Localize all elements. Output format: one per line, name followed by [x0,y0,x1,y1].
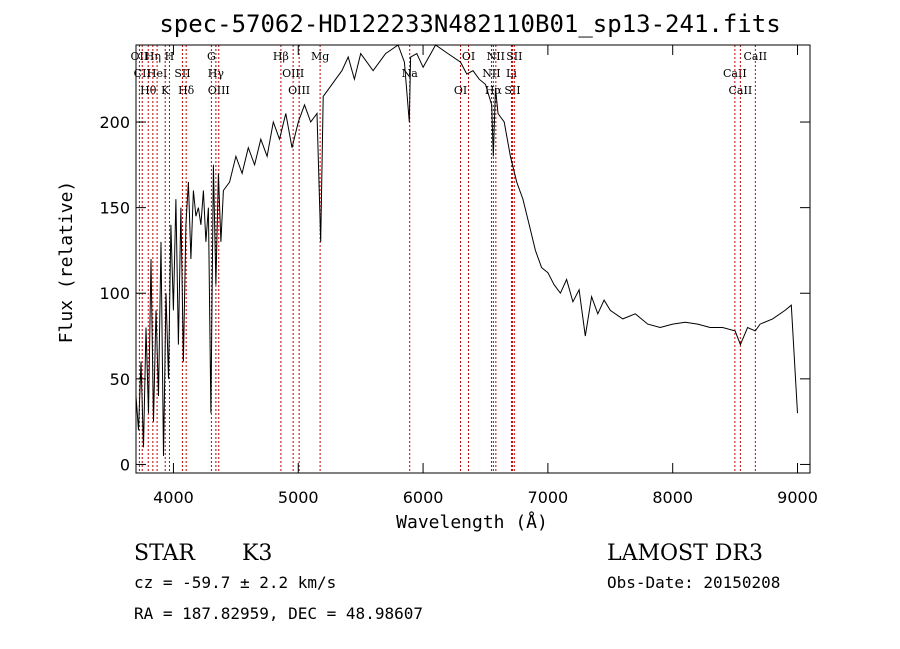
line-marker-label: OII [131,50,149,63]
plot-area: OII CII Hθ Hη HeI K H SII Hδ G Hγ OIII Hβ OIII OIII Mg N… [99,44,818,507]
line-marker-label: HeI [147,67,167,80]
x-axis-label: Wavelength (Å) [396,511,548,533]
spectrum-series-line [135,44,798,456]
y-tick-label: 150 [99,199,130,218]
redshift-velocity: cz = -59.7 ± 2.2 km/s [134,573,336,592]
y-tick-label: 100 [99,284,130,303]
line-marker-label: SII [506,50,522,63]
y-tick-label: 50 [110,370,130,389]
line-marker-label: CaII [729,84,753,97]
line-marker-label: CII [134,67,151,80]
line-marker-label: OI [462,50,475,63]
line-marker-label: Hα [485,84,503,97]
object-class: STAR [134,541,196,566]
y-tick-label: 200 [99,113,130,132]
line-marker-label: NII [482,67,500,80]
line-marker-label: OI [454,84,467,97]
x-tick-label: 8000 [652,488,693,507]
line-marker-label: Hβ [273,50,289,63]
emission-line-markers: OII CII Hθ Hη HeI K H SII Hδ G Hγ OIII Hβ OIII OIII Mg N… [131,45,767,473]
x-tick-label: 7000 [528,488,569,507]
line-marker-label: Hθ [140,84,157,97]
line-marker-label: SII [504,84,520,97]
observation-date: Obs-Date: 20150208 [607,573,780,592]
x-tick-label: 6000 [403,488,444,507]
survey-name: LAMOST DR3 [607,541,763,566]
y-axis-label: Flux (relative) [56,181,77,344]
coordinates: RA = 187.82959, DEC = 48.98607 [134,604,423,623]
line-marker-label: K [161,84,170,97]
y-tick-label: 0 [120,455,130,474]
line-marker-label: OIII [208,84,230,97]
object-subclass: K3 [242,541,272,566]
x-tick-label: 4000 [153,488,194,507]
line-marker-label: OIII [282,67,304,80]
line-marker-label: G [207,50,216,63]
line-marker-label: OIII [288,84,310,97]
line-marker-label: Hδ [178,84,195,97]
line-marker-label: H [165,50,175,63]
y-axis-ticks: 0 50 100 150 200 [99,113,810,474]
line-marker-label: Hγ [208,67,225,80]
line-marker-label: CaII [743,50,767,63]
line-marker-label: Mg [311,50,329,63]
plot-frame [135,44,811,474]
line-marker-label: SII [174,67,190,80]
x-tick-label: 5000 [278,488,319,507]
line-marker-label: NII [487,50,505,63]
line-marker-label: Hη [145,50,161,63]
x-axis-ticks: 4000 5000 6000 7000 8000 9000 [153,45,818,507]
line-marker-label: CaII [723,67,747,80]
chart-title: spec-57062-HD122233N482110B01_sp13-241.f… [159,10,780,38]
line-marker-label: Li [506,67,517,80]
x-tick-label: 9000 [777,488,818,507]
